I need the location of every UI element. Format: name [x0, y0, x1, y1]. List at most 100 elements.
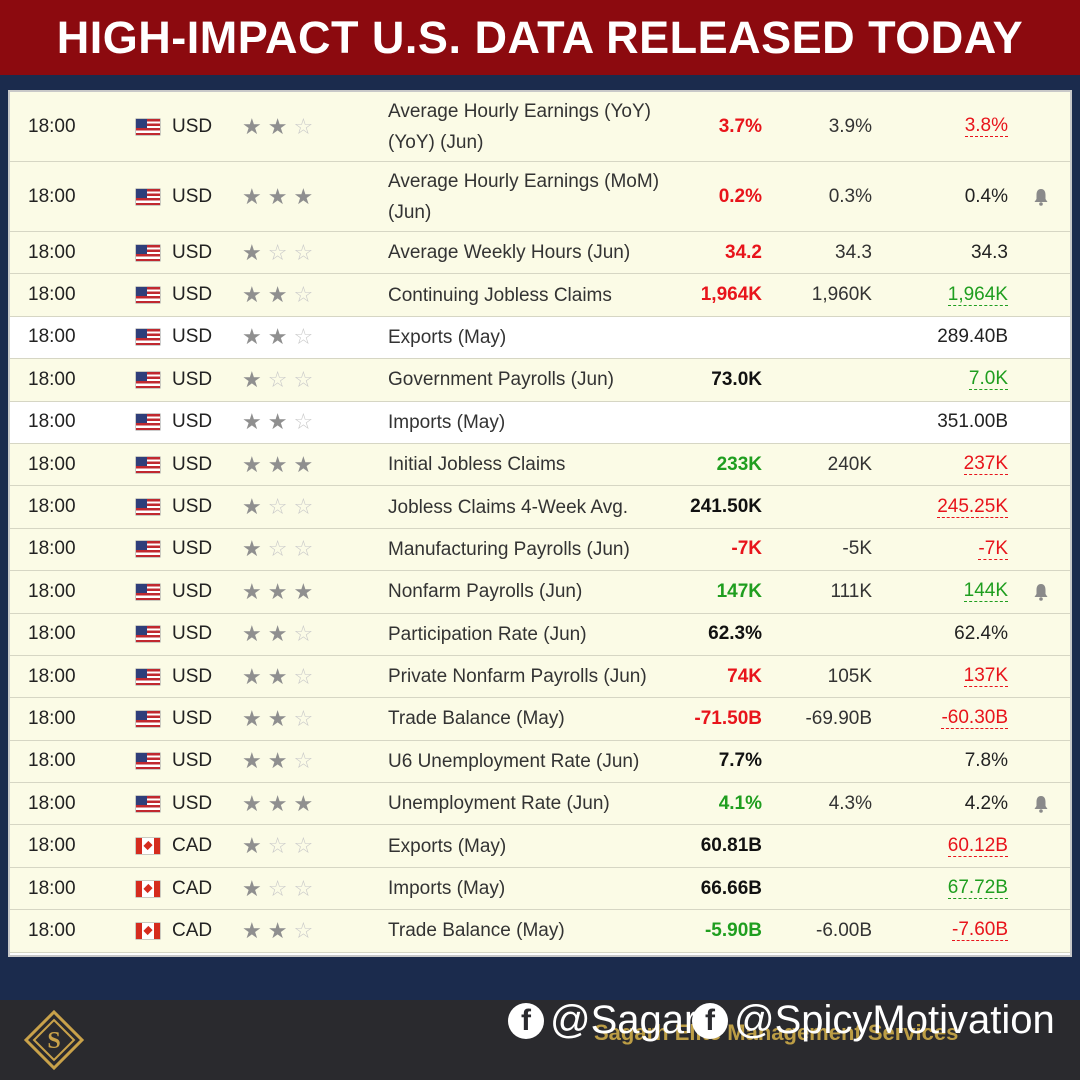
- previous-value[interactable]: 1,964K: [947, 283, 1008, 306]
- star-empty-icon: ☆: [267, 239, 288, 265]
- alert-cell: [1030, 92, 1052, 161]
- star-empty-icon: ☆: [293, 536, 314, 562]
- event-name[interactable]: Participation Rate (Jun): [388, 623, 587, 645]
- star-filled-icon: ★: [267, 663, 288, 689]
- table-row[interactable]: 18:00 CAD ★ ☆ ☆ Imports (May) 66.66B 67.72B: [10, 867, 1070, 911]
- previous-value[interactable]: -7K: [978, 537, 1008, 560]
- actual-value: 73.0K: [711, 368, 762, 390]
- table-row[interactable]: 18:00 USD ★ ★ ☆ Imports (May) 351.00B: [10, 401, 1070, 444]
- bell-icon[interactable]: [1033, 188, 1049, 206]
- event-name[interactable]: Average Hourly Earnings (YoY) (YoY) (Jun…: [388, 100, 651, 153]
- currency-code: USD: [172, 750, 213, 772]
- alert-cell: [1030, 614, 1052, 655]
- actual-value: 147K: [716, 580, 762, 602]
- event-time: 18:00: [28, 707, 76, 729]
- previous-value[interactable]: 237K: [963, 453, 1008, 476]
- table-row[interactable]: 18:00 USD ★ ★ ☆ Average Hourly Earnings (YoY)…: [10, 92, 1070, 162]
- currency-code: USD: [172, 411, 213, 433]
- previous-value[interactable]: -7.60B: [952, 919, 1008, 942]
- flag-cell: [136, 232, 160, 273]
- us-flag-icon: [136, 583, 160, 600]
- table-row[interactable]: 18:00 USD ★ ☆ ☆ Jobless Claims 4-Week Avg. 241…: [10, 486, 1070, 529]
- star-empty-icon: ☆: [293, 239, 314, 265]
- star-empty-icon: ☆: [293, 705, 314, 731]
- bell-icon[interactable]: [1033, 795, 1049, 813]
- event-name[interactable]: Private Nonfarm Payrolls (Jun): [388, 666, 647, 688]
- table-row[interactable]: 18:00 USD ★ ★ ★ Initial Jobless Claims 233K 240…: [10, 443, 1070, 487]
- event-time: 18:00: [28, 919, 76, 941]
- table-row[interactable]: 18:00 USD ★ ★ ☆ Private Nonfarm Payrolls (Jun…: [10, 655, 1070, 699]
- star-filled-icon: ★: [242, 239, 262, 265]
- importance-stars: ★ ☆ ☆: [242, 825, 332, 866]
- previous-value[interactable]: 3.8%: [964, 115, 1008, 137]
- table-row[interactable]: 18:00 USD ★ ★ ★ Unemployment Rate (Jun) 4.1% 4.…: [10, 783, 1070, 826]
- actual-value: 4.1%: [718, 792, 762, 814]
- event-name[interactable]: Nonfarm Payrolls (Jun): [388, 581, 583, 603]
- previous-value: 0.4%: [964, 185, 1008, 207]
- alert-cell: [1030, 162, 1052, 231]
- previous-value[interactable]: 60.12B: [947, 834, 1008, 857]
- social-handle-sagar[interactable]: f @Sagar: [508, 998, 697, 1043]
- flag-cell: [136, 868, 160, 909]
- star-empty-icon: ☆: [267, 833, 288, 859]
- event-name[interactable]: Average Hourly Earnings (MoM) (Jun): [388, 170, 660, 223]
- previous-cell: 7.0K: [890, 359, 1008, 400]
- importance-stars: ★ ★ ☆: [242, 698, 332, 739]
- table-row[interactable]: 18:00 USD ★ ★ ☆ Exports (May) 289.40B: [10, 316, 1070, 360]
- table-row[interactable]: 18:00 CAD ★ ☆ ☆ Exports (May) 60.81B 60.12B: [10, 825, 1070, 868]
- table-row[interactable]: 18:00 USD ★ ★ ☆ Participation Rate (Jun) 62.3%…: [10, 613, 1070, 656]
- actual-value: -7K: [731, 538, 762, 560]
- previous-cell: -7K: [890, 529, 1008, 570]
- social-handle-spicymotivation[interactable]: f @SpicyMotivation: [692, 998, 1055, 1043]
- star-filled-icon: ★: [242, 366, 262, 392]
- event-name[interactable]: Average Weekly Hours (Jun): [388, 242, 631, 264]
- importance-stars: ★ ☆ ☆: [242, 486, 332, 527]
- event-name[interactable]: Trade Balance (May): [388, 920, 565, 942]
- event-name[interactable]: Jobless Claims 4-Week Avg.: [388, 496, 629, 518]
- previous-value[interactable]: 137K: [963, 665, 1008, 688]
- event-name[interactable]: Initial Jobless Claims: [388, 454, 566, 476]
- table-row[interactable]: 18:00 USD ★ ★ ★ Average Hourly Earnings (MoM)…: [10, 162, 1070, 232]
- event-name[interactable]: Exports (May): [388, 326, 507, 348]
- previous-value[interactable]: 7.0K: [968, 368, 1008, 391]
- star-empty-icon: ☆: [293, 833, 314, 859]
- alert-cell: [1030, 232, 1052, 273]
- previous-value[interactable]: -60.30B: [941, 707, 1008, 730]
- table-row[interactable]: 18:00 USD ★ ☆ ☆ Government Payrolls (Jun) 73.0…: [10, 359, 1070, 402]
- event-name[interactable]: Manufacturing Payrolls (Jun): [388, 538, 630, 560]
- event-name[interactable]: Government Payrolls (Jun): [388, 369, 614, 391]
- table-row[interactable]: 18:00 USD ★ ☆ ☆ Manufacturing Payrolls (Jun) -…: [10, 528, 1070, 572]
- table-row[interactable]: 18:00 USD ★ ★ ☆ Trade Balance (May) -71.50B -69…: [10, 698, 1070, 741]
- event-name[interactable]: Unemployment Rate (Jun): [388, 793, 610, 815]
- table-row[interactable]: 18:00 CAD ★ ★ ☆ Trade Balance (May) -5.90B -6.0…: [10, 910, 1070, 953]
- event-name[interactable]: Trade Balance (May): [388, 708, 565, 730]
- previous-value[interactable]: 245.25K: [937, 495, 1008, 518]
- previous-cell: 245.25K: [890, 486, 1008, 527]
- table-row[interactable]: 18:00 USD ★ ★ ★ Nonfarm Payrolls (Jun) 147K 111…: [10, 571, 1070, 614]
- flag-cell: [136, 571, 160, 612]
- star-empty-icon: ☆: [293, 494, 314, 520]
- canada-flag-icon: [136, 838, 160, 855]
- forecast-value: [780, 402, 872, 443]
- previous-value[interactable]: 144K: [963, 580, 1008, 603]
- flag-cell: [136, 614, 160, 655]
- previous-value[interactable]: 67.72B: [947, 877, 1008, 900]
- us-flag-icon: [136, 499, 160, 516]
- forecast-value: [780, 741, 872, 782]
- bell-icon[interactable]: [1033, 583, 1049, 601]
- event-name[interactable]: Continuing Jobless Claims: [388, 284, 612, 306]
- currency-code: USD: [172, 368, 213, 390]
- table-row[interactable]: 18:00 USD ★ ★ ☆ Continuing Jobless Claims 1,96…: [10, 274, 1070, 317]
- table-row[interactable]: 18:00 USD ★ ☆ ☆ Average Weekly Hours (Jun) 34.…: [10, 232, 1070, 275]
- flag-cell: [136, 656, 160, 697]
- table-row[interactable]: 18:00 USD ★ ★ ☆ U6 Unemployment Rate (Jun) 7.7…: [10, 740, 1070, 784]
- event-name[interactable]: Exports (May): [388, 835, 507, 857]
- currency-code: USD: [172, 665, 213, 687]
- previous-value: 62.4%: [954, 623, 1008, 645]
- event-name[interactable]: Imports (May): [388, 878, 506, 900]
- event-time: 18:00: [28, 792, 76, 814]
- event-name[interactable]: U6 Unemployment Rate (Jun): [388, 750, 640, 772]
- previous-value: 7.8%: [964, 750, 1008, 772]
- canada-flag-icon: [136, 922, 160, 939]
- event-name[interactable]: Imports (May): [388, 411, 506, 433]
